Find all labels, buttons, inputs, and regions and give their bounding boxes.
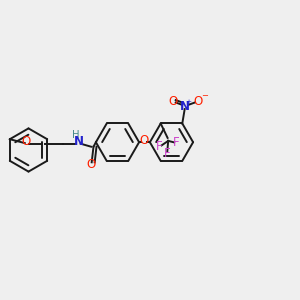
Text: F: F [164,147,170,160]
Text: O: O [22,135,31,148]
Text: N: N [74,135,83,148]
Text: H: H [72,130,79,140]
Text: +: + [185,99,191,105]
Text: F: F [156,140,163,153]
Text: F: F [173,136,180,149]
Text: O: O [140,134,149,148]
Text: O: O [86,158,96,171]
Text: N: N [180,100,190,112]
Text: −: − [201,91,208,100]
Text: O: O [193,95,203,108]
Text: O: O [169,95,178,108]
